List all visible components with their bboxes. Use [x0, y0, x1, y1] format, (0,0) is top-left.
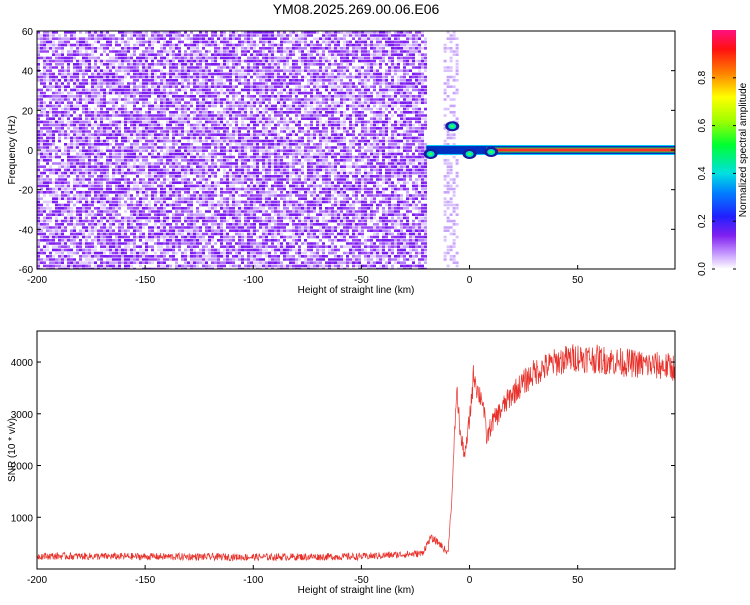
snr-series-line	[37, 344, 675, 562]
snr-plot-area	[37, 331, 675, 569]
snr-y-tick-label: 1000	[11, 513, 34, 524]
snr-series-clip	[37, 344, 675, 562]
spectrogram-noise-cells	[37, 31, 427, 269]
colorbar-tick-label: 0.4	[697, 166, 708, 180]
spectrogram-x-label: Height of straight line (km)	[298, 285, 415, 296]
figure-title: YM08.2025.269.00.06.E06	[273, 1, 440, 17]
colorbar-tick-label: 0.6	[697, 118, 708, 132]
spectrogram-y-tick-label: -60	[19, 265, 34, 276]
spectrogram-y-tick-label: 60	[22, 27, 34, 38]
signal-band-rim	[486, 151, 675, 153]
spectrogram-x-tick-label: 0	[467, 275, 473, 286]
spectrogram-x-tick-label: -200	[27, 275, 47, 286]
spectrogram-y-tick-label: 0	[27, 146, 33, 157]
snr-x-tick-label: 50	[572, 575, 584, 586]
colorbar-label: Normalized spectral amplitude	[738, 82, 749, 217]
spectrogram-noise-cells	[37, 31, 427, 269]
snr-y-axis: 1000 2000 3000 4000	[11, 358, 675, 524]
snr-y-label: SNR (10 * v/v)	[7, 418, 18, 482]
snr-x-axis: -200 -150 -100 -50 0 50	[27, 565, 584, 586]
spectrogram-x-tick-label: -100	[243, 275, 263, 286]
spectrogram-noise-cells	[37, 31, 427, 269]
snr-panel: -200 -150 -100 -50 0 50 1000 2000 3000 4000 Heig…	[7, 330, 676, 596]
signal-band-rim	[486, 147, 675, 149]
signal-feature-peak	[489, 150, 493, 154]
spectrogram-y-label: Frequency (Hz)	[7, 116, 18, 185]
spectrogram-y-tick-label: -40	[19, 225, 34, 236]
colorbar: 0.0 0.2 0.4 0.6 0.8 Normalized spectral ampl…	[697, 30, 749, 276]
signal-feature-peak	[428, 152, 433, 156]
spectrogram-y-tick-label: -20	[19, 186, 34, 197]
spectrogram-noise-cells	[443, 31, 459, 268]
signal-band-core	[486, 147, 675, 153]
colorbar-tick-label: 0.2	[697, 214, 708, 228]
snr-x-tick-label: -100	[243, 575, 263, 586]
snr-x-tick-label: -200	[27, 575, 47, 586]
spectrogram-y-tick-label: 40	[22, 67, 34, 78]
signal-feature-peak	[467, 152, 472, 156]
spectrogram-cells	[37, 31, 459, 269]
snr-y-tick-label: 2000	[11, 462, 34, 473]
snr-y-tick-label: 3000	[11, 410, 34, 421]
spectrogram-x-axis: -200 -150 -100 -50 0 50	[27, 265, 584, 286]
signal-feature-peak	[450, 125, 455, 128]
colorbar-tick-label: 0.8	[697, 70, 708, 84]
snr-x-tick-label: 0	[467, 575, 473, 586]
colorbar-tick-label: 0.0	[697, 262, 708, 276]
spectrogram-noise-cells	[37, 31, 427, 269]
snr-x-tick-label: -150	[135, 575, 155, 586]
colorbar-ticks: 0.0 0.2 0.4 0.6 0.8	[697, 70, 736, 276]
spectrogram-y-axis: -60 -40 -20 0 20 40 60	[19, 27, 675, 276]
snr-frame	[36, 330, 676, 570]
spectrogram-x-tick-label: -50	[354, 275, 369, 286]
snr-x-label: Height of straight line (km)	[298, 585, 415, 596]
spectrogram-signal	[423, 121, 675, 159]
snr-y-tick-label: 4000	[11, 358, 34, 369]
colorbar-gradient	[712, 30, 736, 269]
snr-x-tick-label: -50	[354, 575, 369, 586]
spectrogram-y-tick-label: 20	[22, 106, 34, 117]
spectrogram-x-tick-label: -150	[135, 275, 155, 286]
spectrogram-x-tick-label: 50	[572, 275, 584, 286]
